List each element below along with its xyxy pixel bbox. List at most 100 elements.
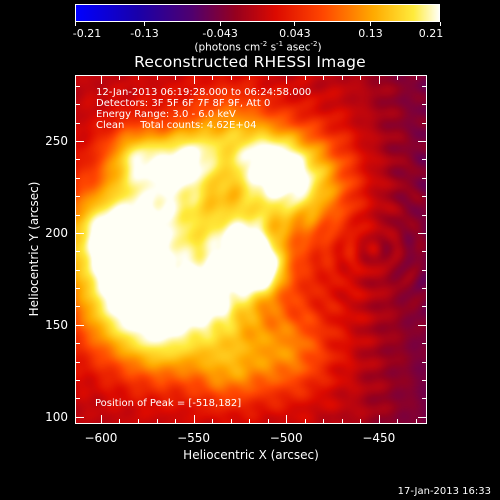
- y-tick-label: 250: [45, 134, 68, 149]
- y-axis-label: Heliocentric Y (arcsec): [27, 181, 41, 317]
- colorbar-tick-label: 0.21: [418, 27, 444, 40]
- axis-tick: [286, 415, 288, 424]
- colorbar: [75, 4, 440, 22]
- colorbar-tick: [219, 22, 221, 26]
- rhessi-image-canvas: [76, 76, 426, 423]
- axis-tick: [75, 214, 80, 216]
- axis-tick: [422, 177, 427, 179]
- axis-tick: [75, 104, 80, 106]
- y-tick-label: 100: [45, 409, 68, 424]
- x-tick-label: −500: [269, 431, 303, 445]
- axis-tick: [75, 269, 80, 271]
- axis-tick: [75, 288, 80, 290]
- axis-tick: [422, 159, 427, 161]
- x-tick-label: −450: [362, 431, 396, 445]
- colorbar-tick: [439, 22, 441, 26]
- colorbar-tick-label: 0.043: [279, 27, 311, 40]
- peak-position-label: Position of Peak = [-518,182]: [95, 398, 242, 409]
- axis-tick: [156, 75, 158, 80]
- colorbar-tick: [74, 22, 76, 26]
- axis-tick: [418, 232, 427, 234]
- axis-tick: [75, 122, 80, 124]
- axis-tick: [415, 75, 417, 80]
- axis-tick: [422, 288, 427, 290]
- info-detectors: Detectors: 3F 5F 6F 7F 8F 9F, Att 0: [96, 98, 271, 109]
- axis-tick: [422, 104, 427, 106]
- axis-tick: [323, 419, 325, 424]
- axis-tick: [378, 415, 380, 424]
- axis-tick: [75, 306, 80, 308]
- axis-tick: [193, 415, 195, 424]
- colorbar-tick-label: -0.13: [130, 27, 159, 40]
- axis-tick: [415, 419, 417, 424]
- axis-tick: [304, 75, 306, 80]
- axis-tick: [422, 398, 427, 400]
- colorbar-tick: [144, 22, 146, 26]
- colorbar-tick-label: 0.13: [358, 27, 383, 40]
- axis-tick: [100, 415, 102, 424]
- colorbar-tick: [369, 22, 371, 26]
- axis-tick: [397, 75, 399, 80]
- axis-tick: [119, 419, 121, 424]
- axis-tick: [304, 419, 306, 424]
- axis-tick: [119, 75, 121, 80]
- info-energy-range: Energy Range: 3.0 - 6.0 keV: [96, 109, 236, 120]
- axis-tick: [360, 419, 362, 424]
- axis-tick: [422, 361, 427, 363]
- rhessi-image-plot: 12-Jan-2013 06:19:28.000 to 06:24:58.000…: [75, 75, 427, 424]
- axis-tick: [418, 141, 427, 143]
- axis-tick: [75, 141, 84, 143]
- axis-tick: [156, 419, 158, 424]
- axis-tick: [75, 232, 84, 234]
- axis-tick: [75, 86, 80, 88]
- info-clean-counts: Clean Total counts: 4.62E+04: [96, 120, 257, 131]
- axis-tick: [267, 419, 269, 424]
- x-axis-label: Heliocentric X (arcsec): [183, 448, 319, 462]
- axis-tick: [422, 251, 427, 253]
- axis-tick: [75, 398, 80, 400]
- colorbar-tick: [294, 22, 296, 26]
- axis-tick: [212, 75, 214, 80]
- colorbar-tick-label: -0.043: [202, 27, 238, 40]
- axis-tick: [422, 379, 427, 381]
- axis-tick: [75, 324, 84, 326]
- axis-tick: [378, 75, 380, 84]
- y-tick-label: 200: [45, 225, 68, 240]
- axis-tick: [422, 269, 427, 271]
- colorbar-units: (photons cm-2 s-1 asec-2): [194, 40, 322, 54]
- image-title: Reconstructed RHESSI Image: [134, 53, 366, 71]
- axis-tick: [75, 251, 80, 253]
- timestamp: 17-Jan-2013 16:33: [397, 486, 491, 497]
- axis-tick: [175, 419, 177, 424]
- axis-tick: [100, 75, 102, 84]
- axis-tick: [137, 419, 139, 424]
- info-time-range: 12-Jan-2013 06:19:28.000 to 06:24:58.000: [96, 87, 312, 98]
- axis-tick: [230, 75, 232, 80]
- axis-tick: [75, 177, 80, 179]
- axis-tick: [75, 196, 80, 198]
- axis-tick: [137, 75, 139, 80]
- axis-tick: [193, 75, 195, 84]
- axis-tick: [267, 75, 269, 80]
- axis-tick: [75, 379, 80, 381]
- axis-tick: [341, 75, 343, 80]
- axis-tick: [418, 416, 427, 418]
- axis-tick: [422, 196, 427, 198]
- axis-tick: [75, 416, 84, 418]
- axis-tick: [212, 419, 214, 424]
- axis-tick: [75, 343, 80, 345]
- axis-tick: [422, 214, 427, 216]
- observation-info: 12-Jan-2013 06:19:28.000 to 06:24:58.000…: [96, 87, 311, 131]
- axis-tick: [230, 419, 232, 424]
- axis-tick: [249, 75, 251, 80]
- axis-tick: [397, 419, 399, 424]
- axis-tick: [422, 306, 427, 308]
- x-tick-label: −550: [177, 431, 211, 445]
- axis-tick: [75, 159, 80, 161]
- y-tick-label: 150: [45, 317, 68, 332]
- axis-tick: [422, 122, 427, 124]
- axis-tick: [249, 419, 251, 424]
- axis-tick: [75, 361, 80, 363]
- axis-tick: [360, 75, 362, 80]
- x-tick-label: −600: [84, 431, 118, 445]
